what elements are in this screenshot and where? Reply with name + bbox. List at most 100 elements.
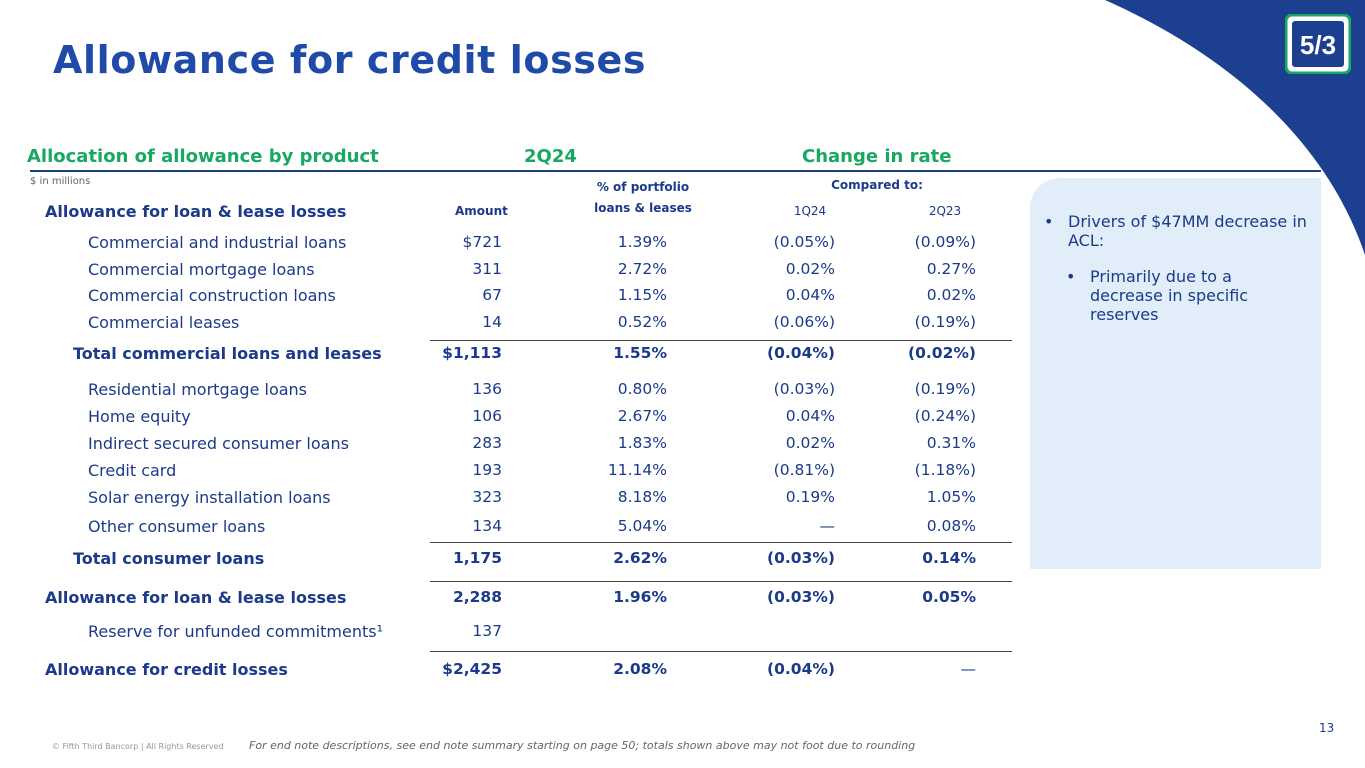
cell-1q24: (0.04%): [767, 660, 835, 678]
cell-pct: 1.39%: [617, 233, 667, 251]
cell-2q23: 0.08%: [926, 517, 976, 535]
copyright-notice: © Fifth Third Bancorp | All Rights Reser…: [52, 742, 224, 751]
cell-1q24: —: [819, 517, 836, 535]
cell-2q23: (0.02%): [908, 344, 976, 362]
cell-2q23: (0.24%): [914, 407, 976, 425]
col-header-2q23: 2Q23: [928, 204, 962, 218]
cell-pct: 8.18%: [617, 488, 667, 506]
cell-amount: $2,425: [442, 660, 502, 678]
cell-amount: 1,175: [452, 549, 502, 567]
cell-1q24: 0.04%: [785, 407, 835, 425]
cell-pct: 1.83%: [617, 434, 667, 452]
commentary-bullet-1: • Drivers of $47MM decrease in ACL:: [1044, 212, 1308, 250]
row-label: Commercial construction loans: [88, 286, 336, 305]
cell-amount: 106: [472, 407, 502, 425]
row-divider: [430, 581, 1012, 582]
cell-amount: 136: [472, 380, 502, 398]
cell-2q23: 0.05%: [922, 588, 976, 606]
cell-1q24: 0.04%: [785, 286, 835, 304]
row-label: Commercial leases: [88, 313, 240, 332]
cell-1q24: (0.03%): [767, 549, 835, 567]
page-title: Allowance for credit losses: [53, 38, 647, 82]
cell-pct: 1.15%: [617, 286, 667, 304]
col-header-pct-line1: % of portfolio: [596, 180, 690, 194]
cell-2q23: (0.19%): [914, 313, 976, 331]
cell-pct: 5.04%: [617, 517, 667, 535]
cell-amount: 323: [472, 488, 502, 506]
commentary-text-1: Drivers of $47MM decrease in ACL:: [1068, 212, 1307, 250]
row-label-total: Total commercial loans and leases: [73, 344, 382, 363]
cell-2q23: 0.14%: [922, 549, 976, 567]
section-heading-period: 2Q24: [524, 146, 577, 167]
col-header-amount: Amount: [455, 204, 508, 218]
cell-amount: 2,288: [452, 588, 502, 606]
cell-pct: 0.52%: [617, 313, 667, 331]
cell-1q24: (0.03%): [767, 588, 835, 606]
col-header-pct-line2: loans & leases: [594, 201, 692, 215]
cell-2q23: 0.31%: [926, 434, 976, 452]
cell-1q24: (0.03%): [773, 380, 835, 398]
cell-1q24: (0.81%): [773, 461, 835, 479]
cell-1q24: (0.05%): [773, 233, 835, 251]
commentary-bullet-2: • Primarily due to a decrease in specifi…: [1066, 267, 1290, 324]
cell-amount: 134: [472, 517, 502, 535]
fifth-third-logo: 5/3: [1285, 14, 1351, 74]
cell-2q23: (0.09%): [914, 233, 976, 251]
cell-amount: 193: [472, 461, 502, 479]
cell-pct: 2.67%: [617, 407, 667, 425]
cell-amount: $1,113: [442, 344, 502, 362]
commentary-text-2: Primarily due to a decrease in specific …: [1090, 267, 1249, 324]
cell-amount: 67: [482, 286, 502, 304]
cell-amount: 14: [482, 313, 502, 331]
section-heading-allocation: Allocation of allowance by product: [27, 146, 379, 167]
row-label-total: Allowance for credit losses: [45, 660, 288, 679]
cell-1q24: (0.04%): [767, 344, 835, 362]
cell-1q24: 0.02%: [785, 434, 835, 452]
units-note: $ in millions: [30, 176, 91, 187]
row-label: Indirect secured consumer loans: [88, 434, 349, 453]
row-label-total: Allowance for loan & lease losses: [45, 588, 347, 607]
row-divider: [430, 340, 1012, 341]
row-label: Commercial and industrial loans: [88, 233, 347, 252]
row-label: Solar energy installation loans: [88, 488, 331, 507]
row-label: Credit card: [88, 461, 177, 480]
footnote: For end note descriptions, see end note …: [249, 739, 916, 752]
cell-2q23: —: [960, 660, 977, 678]
cell-pct: 2.72%: [617, 260, 667, 278]
cell-1q24: 0.19%: [785, 488, 835, 506]
col-header-1q24: 1Q24: [793, 204, 827, 218]
cell-1q24: 0.02%: [785, 260, 835, 278]
cell-amount: 311: [472, 260, 502, 278]
page-number: 13: [1319, 721, 1335, 735]
logo-text: 5/3: [1300, 30, 1336, 60]
row-label: Other consumer loans: [88, 517, 266, 536]
cell-2q23: 1.05%: [926, 488, 976, 506]
cell-2q23: 0.02%: [926, 286, 976, 304]
cell-pct: 0.80%: [617, 380, 667, 398]
row-label: Home equity: [88, 407, 191, 426]
commentary-panel: [1030, 178, 1321, 569]
row-label: Residential mortgage loans: [88, 380, 308, 399]
cell-amount: 283: [472, 434, 502, 452]
row-divider: [430, 651, 1012, 652]
cell-pct: 2.62%: [613, 549, 667, 567]
cell-pct: 1.96%: [613, 588, 667, 606]
cell-2q23: (1.18%): [914, 461, 976, 479]
row-label: Commercial mortgage loans: [88, 260, 315, 279]
bullet-marker: •: [1066, 267, 1076, 286]
header-divider: [30, 170, 1321, 172]
cell-amount: 137: [472, 622, 502, 640]
cell-amount: $721: [462, 233, 502, 251]
col-header-compared-to: Compared to:: [831, 178, 923, 192]
cell-pct: 1.55%: [613, 344, 667, 362]
row-label-total: Total consumer loans: [73, 549, 265, 568]
table-header-label: Allowance for loan & lease losses: [45, 202, 347, 221]
cell-pct: 2.08%: [613, 660, 667, 678]
bullet-marker: •: [1044, 212, 1054, 231]
cell-1q24: (0.06%): [773, 313, 835, 331]
section-heading-change: Change in rate: [802, 146, 952, 167]
cell-2q23: 0.27%: [926, 260, 976, 278]
row-label: Reserve for unfunded commitments¹: [88, 622, 383, 641]
cell-2q23: (0.19%): [914, 380, 976, 398]
row-divider: [430, 542, 1012, 543]
